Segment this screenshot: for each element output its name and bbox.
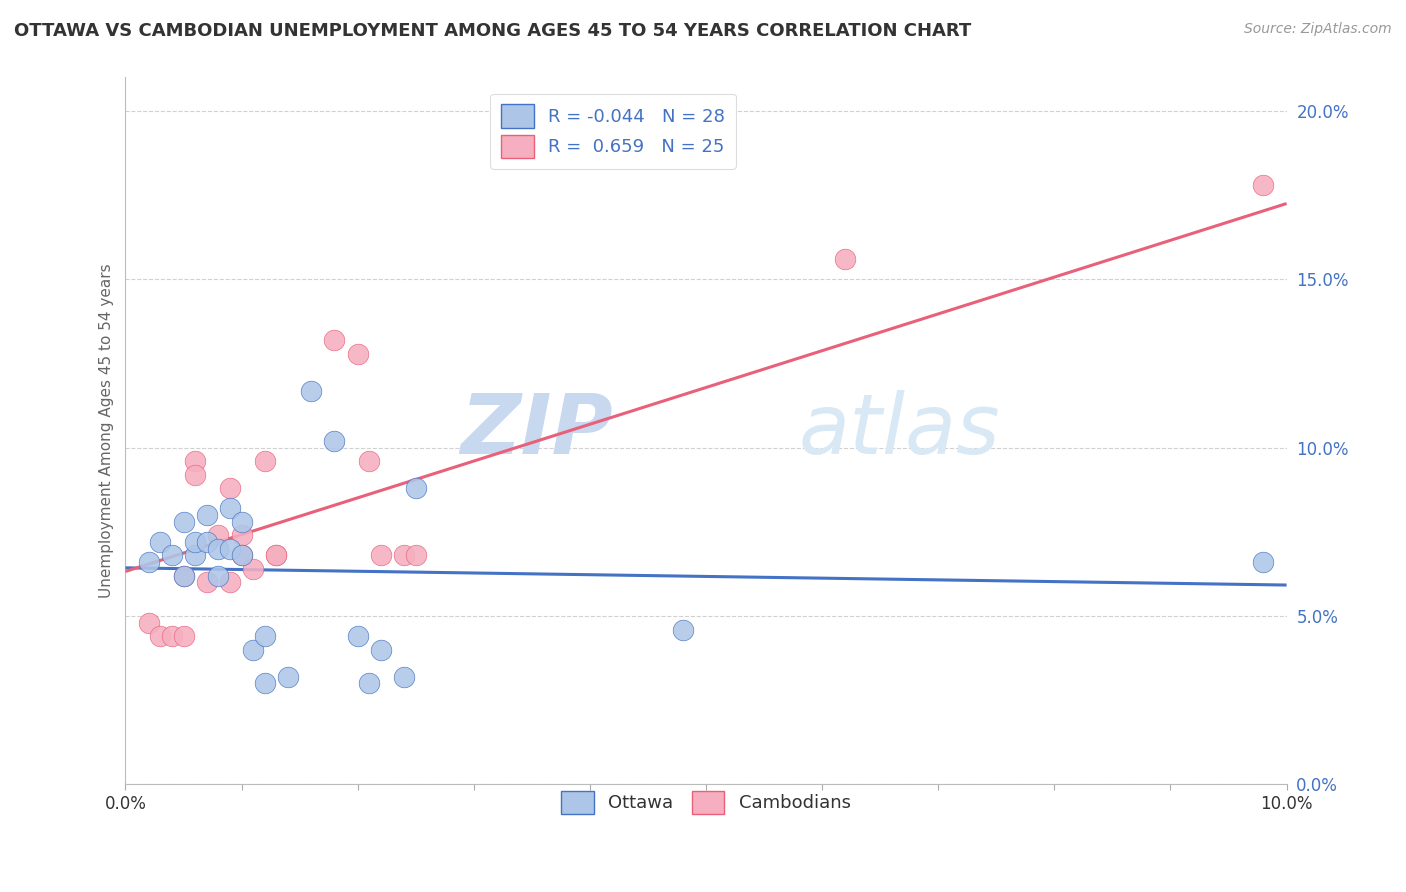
Point [149, 629, 172, 643]
Point [231, 549, 253, 563]
Point [392, 670, 415, 684]
Point [184, 549, 207, 563]
Point [207, 541, 229, 556]
Text: ZIP: ZIP [461, 391, 613, 472]
Point [392, 549, 415, 563]
Point [173, 568, 195, 582]
Point [195, 575, 218, 590]
Point [359, 454, 381, 468]
Point [195, 535, 218, 549]
Point [173, 629, 195, 643]
Point [231, 528, 253, 542]
Point [242, 642, 264, 657]
Point [207, 528, 229, 542]
Point [346, 629, 368, 643]
Point [138, 615, 160, 630]
Legend: Ottawa, Cambodians: Ottawa, Cambodians [551, 780, 862, 825]
Point [359, 676, 381, 690]
Point [195, 508, 218, 522]
Point [242, 562, 264, 576]
Point [160, 549, 183, 563]
Point [173, 515, 195, 529]
Point [405, 549, 427, 563]
Point [834, 252, 856, 267]
Point [672, 623, 695, 637]
Text: Source: ZipAtlas.com: Source: ZipAtlas.com [1244, 22, 1392, 37]
Point [173, 568, 195, 582]
Point [323, 333, 346, 347]
Point [207, 568, 229, 582]
Point [184, 454, 207, 468]
Point [299, 384, 322, 398]
Text: OTTAWA VS CAMBODIAN UNEMPLOYMENT AMONG AGES 45 TO 54 YEARS CORRELATION CHART: OTTAWA VS CAMBODIAN UNEMPLOYMENT AMONG A… [14, 22, 972, 40]
Point [219, 541, 242, 556]
Point [266, 549, 288, 563]
Point [370, 549, 392, 563]
Point [184, 535, 207, 549]
Point [266, 549, 288, 563]
Y-axis label: Unemployment Among Ages 45 to 54 years: Unemployment Among Ages 45 to 54 years [100, 264, 114, 599]
Point [149, 535, 172, 549]
Point [160, 629, 183, 643]
Point [219, 481, 242, 495]
Point [1253, 555, 1275, 569]
Point [253, 629, 276, 643]
Point [231, 549, 253, 563]
Point [346, 346, 368, 360]
Point [138, 555, 160, 569]
Point [219, 575, 242, 590]
Point [231, 515, 253, 529]
Point [253, 676, 276, 690]
Point [277, 670, 299, 684]
Point [405, 481, 427, 495]
Text: atlas: atlas [799, 391, 1001, 472]
Point [323, 434, 346, 448]
Point [184, 467, 207, 482]
Point [1253, 178, 1275, 193]
Point [253, 454, 276, 468]
Point [219, 501, 242, 516]
Point [370, 642, 392, 657]
